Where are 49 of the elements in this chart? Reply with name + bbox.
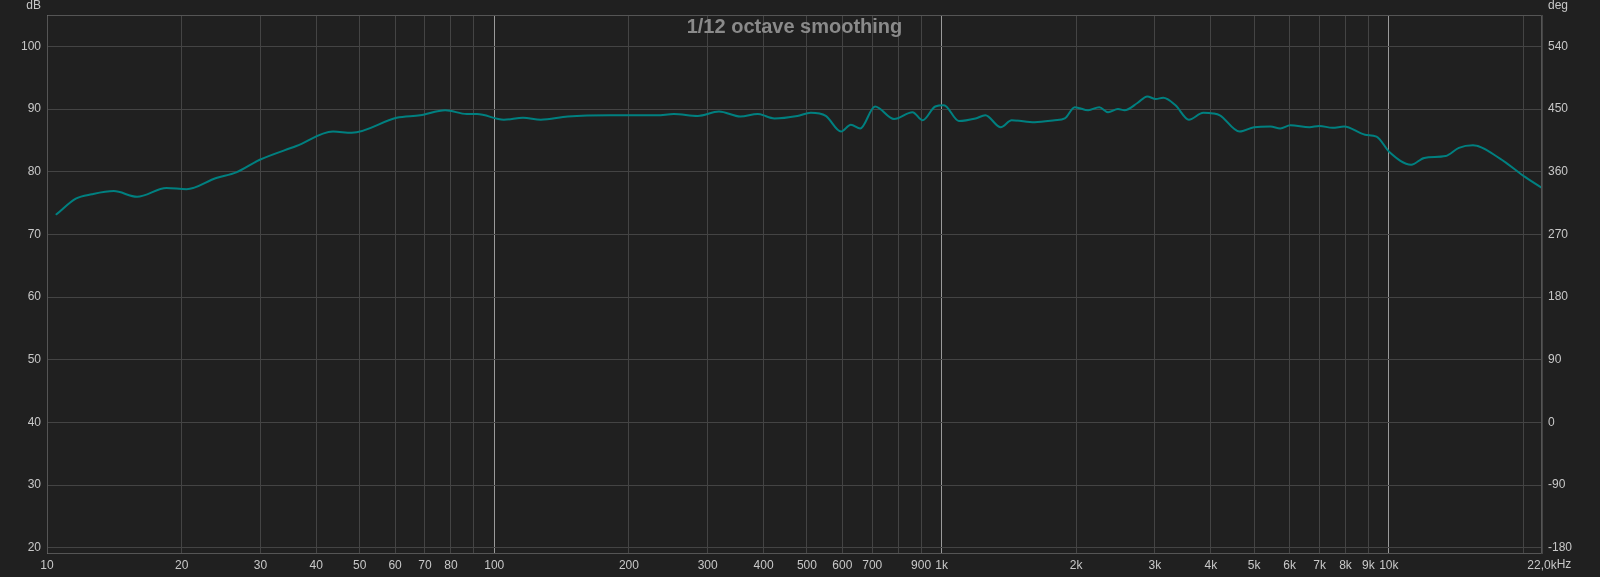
x-tick-label: 6k [1283,557,1297,572]
x-tick-label: 10 [40,557,54,572]
y-tick-label: 90 [27,101,42,116]
x-tick-label: 700 [862,557,883,572]
x-tick-label: 80 [444,557,458,572]
y2-tick-label: 360 [1548,164,1569,178]
y-tick-label: 50 [27,352,42,367]
x-tick-label: 5k [1247,557,1262,572]
y-tick-label: 40 [27,414,42,429]
x-tick-label: 7k [1313,557,1327,572]
y-axis-title: dB [26,0,41,13]
x-tick-label: 3k [1148,557,1163,572]
y2-tick-label: 270 [1548,226,1569,241]
y2-tick-label: 90 [1548,352,1562,367]
x-tick-label: 30 [253,557,268,572]
x-tick-label: 100 [484,557,505,572]
y-tick-label: 100 [20,38,42,53]
y2-tick-label: 540 [1548,38,1569,53]
x-tick-label: 9k [1362,557,1376,572]
y2-tick-label: -90 [1548,477,1566,492]
x-tick-label: 70 [418,557,432,572]
x-tick-label: 8k [1339,557,1353,572]
x-tick-label: 300 [697,557,719,572]
x-tick-label: 40 [309,557,324,572]
y2-axis-title: deg [1548,0,1569,13]
y-tick-label: 80 [27,164,42,178]
x-tick-label: 4k [1204,557,1219,572]
x-tick-label: 600 [832,557,853,572]
y2-tick-label: -180 [1548,540,1573,555]
x-tick-label: 2k [1069,557,1084,572]
x-tick-label: 60 [388,557,403,572]
y-tick-label: 60 [27,289,42,304]
x-tick-label: 500 [796,557,818,572]
y2-tick-label: 180 [1548,289,1569,304]
x-tick-label: 400 [753,557,774,572]
y-tick-label: 30 [27,477,42,492]
x-tick-label: 20 [174,557,189,572]
x-axis-title: Hz [1556,557,1572,572]
chart-title: 1/12 octave smoothing [686,14,903,37]
x-tick-label: 22,0k [1527,557,1558,572]
x-tick-label: 10k [1379,557,1400,572]
x-tick-label: 1k [935,557,949,572]
y-tick-label: 20 [27,540,42,555]
x-tick-label: 200 [618,557,640,572]
y2-tick-label: 0 [1548,414,1555,429]
x-tick-label: 900 [911,557,932,572]
y2-tick-label: 450 [1548,101,1569,116]
x-tick-label: 50 [352,557,367,572]
y-tick-label: 70 [27,226,42,241]
